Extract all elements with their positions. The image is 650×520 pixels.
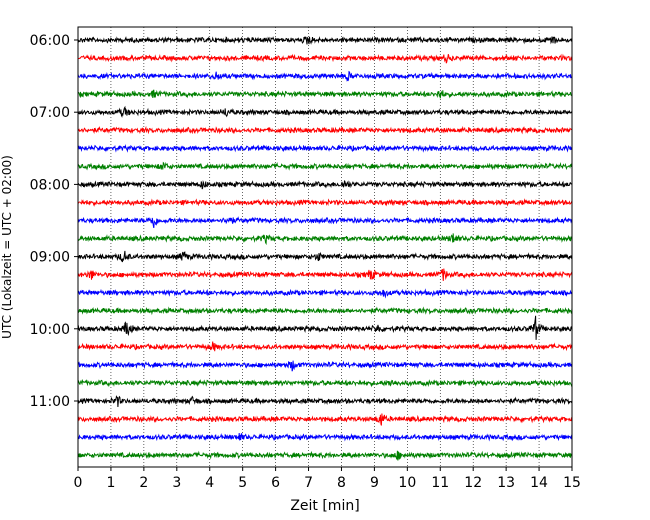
trace-1030 bbox=[77, 360, 573, 372]
x-tick-label-3: 3 bbox=[172, 475, 181, 491]
seismic-traces bbox=[77, 35, 573, 461]
x-tick-label-13: 13 bbox=[497, 475, 515, 491]
x-tick-label-4: 4 bbox=[205, 475, 214, 491]
x-tick-label-1: 1 bbox=[106, 475, 115, 491]
trace-0745 bbox=[77, 161, 573, 171]
x-tick-label-0: 0 bbox=[74, 475, 83, 491]
trace-0945 bbox=[77, 306, 573, 316]
trace-1015 bbox=[77, 341, 573, 352]
x-tick-label-11: 11 bbox=[431, 475, 449, 491]
trace-0630 bbox=[77, 70, 573, 82]
x-tick-label-14: 14 bbox=[530, 475, 548, 491]
x-axis-label: Zeit [min] bbox=[290, 498, 359, 514]
trace-1045 bbox=[77, 378, 573, 388]
y-tick-label-0700: 07:00 bbox=[30, 105, 70, 121]
x-tick-label-12: 12 bbox=[464, 475, 482, 491]
y-tick-label-0900: 09:00 bbox=[30, 250, 70, 266]
trace-0715 bbox=[77, 125, 573, 135]
trace-1130 bbox=[77, 432, 573, 442]
trace-0700 bbox=[77, 105, 573, 118]
trace-0830 bbox=[78, 216, 573, 229]
trace-0915 bbox=[77, 268, 573, 281]
trace-0800 bbox=[77, 180, 573, 190]
y-axis-label: UTC (Lokalzeit = UTC + 02:00) bbox=[0, 155, 14, 339]
trace-0615 bbox=[77, 53, 573, 64]
y-tick-label-0600: 06:00 bbox=[30, 33, 70, 49]
x-tick-label-6: 6 bbox=[271, 475, 280, 491]
trace-0845 bbox=[77, 233, 573, 246]
trace-1115 bbox=[77, 413, 573, 426]
x-tick-label-2: 2 bbox=[139, 475, 148, 491]
vertical-gridlines bbox=[110, 27, 540, 467]
trace-1000 bbox=[77, 315, 573, 340]
trace-0900 bbox=[77, 250, 573, 263]
trace-0815 bbox=[77, 198, 573, 207]
x-tick-label-15: 15 bbox=[563, 475, 581, 491]
trace-1100 bbox=[77, 395, 573, 408]
trace-1145 bbox=[77, 450, 573, 461]
x-axis-ticks: 0 1 2 3 4 5 6 7 8 9 10 11 12 13 14 15 bbox=[74, 467, 581, 491]
y-tick-label-1000: 10:00 bbox=[30, 322, 70, 338]
x-tick-label-5: 5 bbox=[238, 475, 247, 491]
x-tick-label-9: 9 bbox=[370, 475, 379, 491]
plot-frame bbox=[77, 26, 573, 468]
x-tick-label-7: 7 bbox=[304, 475, 313, 491]
trace-0645 bbox=[77, 89, 573, 99]
trace-0600 bbox=[77, 35, 573, 45]
trace-0730 bbox=[77, 144, 573, 153]
y-axis-ticks: 06:00 07:00 08:00 09:00 10:00 11:00 bbox=[30, 33, 78, 410]
y-tick-label-0800: 08:00 bbox=[30, 177, 70, 193]
x-tick-label-10: 10 bbox=[398, 475, 416, 491]
x-tick-label-8: 8 bbox=[337, 475, 346, 491]
y-tick-label-1100: 11:00 bbox=[30, 394, 70, 410]
trace-0930 bbox=[77, 288, 573, 299]
